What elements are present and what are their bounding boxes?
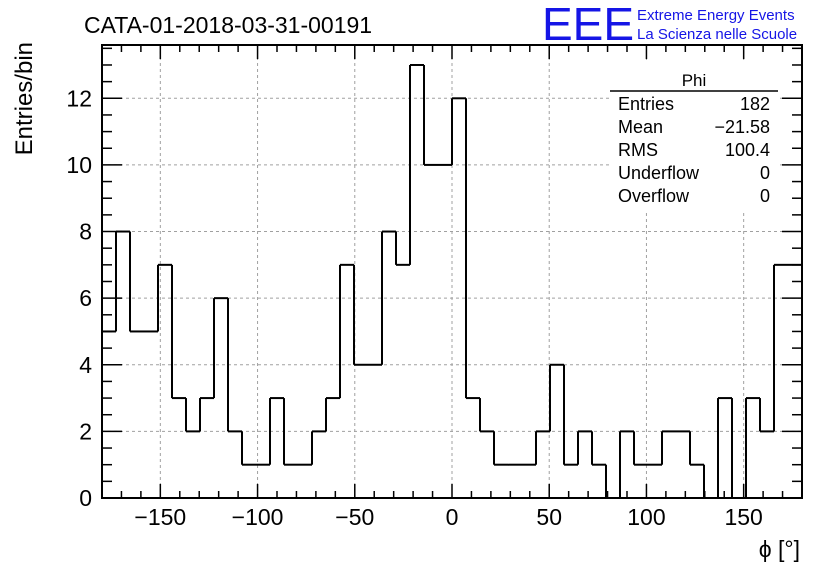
x-tick-label: 0 xyxy=(446,504,459,530)
x-tick-label: 100 xyxy=(627,504,665,530)
stats-row-label: RMS xyxy=(618,140,658,160)
y-axis-title: Entries/bin xyxy=(11,42,38,155)
stats-row-value: 182 xyxy=(740,94,770,114)
stats-row-value: 0 xyxy=(760,163,770,183)
y-tick-label: 8 xyxy=(79,219,92,245)
stats-row-value: −21.58 xyxy=(714,117,770,137)
x-tick-labels: −150 −100 −50 0 50 100 150 xyxy=(134,504,762,530)
x-tick-label: 50 xyxy=(536,504,562,530)
y-tick-labels: 0 2 4 6 8 10 12 xyxy=(66,85,92,511)
stats-row-label: Overflow xyxy=(618,186,690,206)
stats-row-label: Underflow xyxy=(618,163,700,183)
run-title: CATA-01-2018-03-31-00191 xyxy=(84,12,372,38)
y-tick-label: 12 xyxy=(66,85,92,111)
stats-row-label: Entries xyxy=(618,94,674,114)
stats-row-value: 100.4 xyxy=(725,140,770,160)
y-tick-label: 6 xyxy=(79,285,92,311)
stats-row-value: 0 xyxy=(760,186,770,206)
x-tick-label: −50 xyxy=(335,504,374,530)
y-tick-label: 10 xyxy=(66,152,92,178)
logo-line-1: Extreme Energy Events xyxy=(637,7,795,24)
y-tick-label: 2 xyxy=(79,418,92,444)
x-tick-label: −100 xyxy=(232,504,284,530)
y-tick-label: 0 xyxy=(79,485,92,511)
x-axis-title: ϕ [°] xyxy=(759,536,800,562)
logo-mark: EEE xyxy=(542,0,634,50)
stats-title: Phi xyxy=(682,71,707,90)
histogram-bins xyxy=(102,63,802,499)
logo-line-2: La Scienza nelle Scuole xyxy=(637,26,797,43)
stats-row-label: Mean xyxy=(618,117,663,137)
x-tick-label: 150 xyxy=(724,504,762,530)
x-tick-label: −150 xyxy=(134,504,186,530)
eee-logo: EEE Extreme Energy Events La Scienza nel… xyxy=(542,0,797,50)
stats-box: Phi Entries 182 Mean −21.58 RMS 100.4 Underflo… xyxy=(610,63,778,210)
y-tick-label: 4 xyxy=(79,352,92,378)
axis-ticks xyxy=(101,45,803,499)
